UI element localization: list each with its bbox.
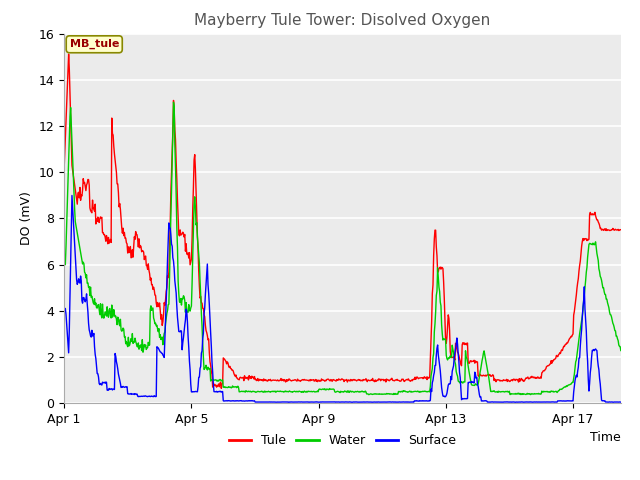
Water (436, 299, 444, 305)
Tule (375, 376, 383, 382)
Tule (218, 385, 225, 391)
Line: Tule: Tule (64, 54, 621, 388)
Tule (436, 264, 444, 270)
Surface (60, 306, 68, 312)
Water (617, 348, 625, 353)
Surface (617, 399, 625, 405)
Water (375, 391, 383, 397)
Water (170, 99, 177, 105)
Water (372, 391, 380, 396)
Tule (60, 169, 68, 175)
Tule (202, 327, 210, 333)
Water (202, 362, 210, 368)
Water (339, 389, 347, 395)
Legend: Tule, Water, Surface: Tule, Water, Surface (223, 430, 461, 452)
Line: Water: Water (64, 102, 621, 395)
Line: Surface: Surface (64, 195, 621, 402)
Surface (300, 399, 307, 405)
Text: MB_tule: MB_tule (70, 39, 119, 49)
Surface (284, 399, 292, 405)
Title: Mayberry Tule Tower: Disolved Oxygen: Mayberry Tule Tower: Disolved Oxygen (195, 13, 490, 28)
Water (365, 392, 372, 397)
Surface (375, 399, 383, 405)
X-axis label: Time: Time (590, 432, 621, 444)
Tule (65, 51, 72, 57)
Tule (617, 227, 625, 233)
Water (299, 389, 307, 395)
Surface (340, 399, 348, 405)
Y-axis label: DO (mV): DO (mV) (20, 192, 33, 245)
Surface (68, 192, 76, 198)
Tule (340, 377, 348, 383)
Surface (372, 399, 380, 405)
Water (60, 262, 68, 267)
Surface (436, 368, 444, 374)
Surface (202, 282, 210, 288)
Tule (300, 377, 307, 383)
Tule (372, 379, 380, 384)
